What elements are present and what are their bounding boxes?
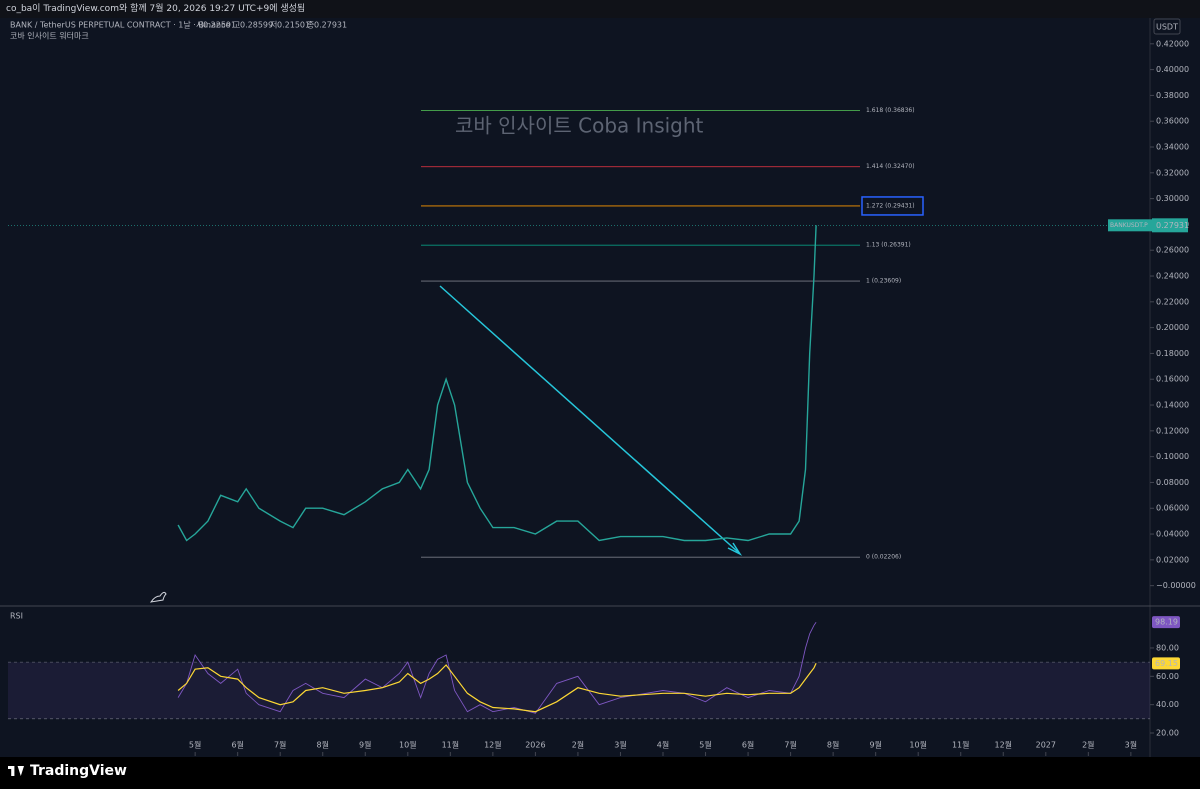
ohlc-value: 0.27931 — [314, 21, 347, 30]
fib-label: 1 (0.23609) — [866, 278, 901, 285]
rsi-y-tick-label: 40.00 — [1156, 700, 1179, 709]
fib-label: 0 (0.02206) — [866, 554, 901, 561]
x-tick-label: 4월 — [657, 740, 669, 750]
x-tick-label: 6월 — [742, 740, 754, 750]
y-tick-label: 0.02000 — [1156, 555, 1189, 564]
y-tick-label: 0.16000 — [1156, 375, 1189, 384]
fib-label: 1.414 (0.32470) — [866, 163, 915, 170]
x-tick-label: 11월 — [952, 740, 970, 750]
rsi-value-tag: 98.19 — [1155, 618, 1178, 627]
ohlc-value: 0.22591 — [203, 21, 236, 30]
rsi-value-tag-bg — [1152, 657, 1180, 670]
rsi-y-tick-label: 80.00 — [1156, 643, 1179, 652]
symbol-tag-bg — [1108, 219, 1152, 232]
y-tick-label: 0.38000 — [1156, 91, 1189, 100]
x-tick-label: 9월 — [869, 740, 881, 750]
y-tick-label: −0.00000 — [1156, 581, 1196, 590]
y-tick-label: 0.30000 — [1156, 194, 1189, 203]
currency: USDT — [1156, 23, 1178, 32]
y-tick-label: 0.06000 — [1156, 504, 1189, 513]
rsi-value-tag-bg — [1152, 616, 1180, 629]
y-tick-label: 0.26000 — [1156, 246, 1189, 255]
fib-label: 1.13 (0.26391) — [866, 242, 911, 249]
x-tick-label: 8월 — [317, 740, 329, 750]
x-tick-label: 6월 — [231, 740, 243, 750]
x-tick-label: 3월 — [1125, 740, 1137, 750]
logo-mark — [8, 766, 24, 776]
rsi-line — [177, 621, 817, 714]
chart-title: BANK / TetherUS PERPETUAL CONTRACT · 1날 … — [10, 20, 231, 30]
ohlc-label: 고 — [233, 21, 240, 30]
x-tick-label: 11월 — [442, 740, 460, 750]
y-tick-label: 0.20000 — [1156, 323, 1189, 332]
x-tick-label: 9월 — [359, 740, 371, 750]
fib-highlight — [861, 196, 924, 216]
currency-button[interactable] — [1153, 18, 1181, 35]
rsi-y-tick-label: 20.00 — [1156, 729, 1179, 738]
rsi-band — [8, 662, 1150, 719]
ohlc-label: 종 — [307, 21, 314, 30]
background — [0, 18, 1200, 757]
ohlc-value: 0.21501 — [277, 21, 310, 30]
rsi-value-tag: 69.15 — [1155, 659, 1178, 668]
y-tick-label: 0.22000 — [1156, 297, 1189, 306]
x-tick-label: 8월 — [827, 740, 839, 750]
x-tick-label: 10월 — [399, 740, 417, 750]
y-tick-label: 0.14000 — [1156, 401, 1189, 410]
trend-arrow — [439, 285, 739, 553]
x-tick-label: 3월 — [614, 740, 626, 750]
rsi-y-tick-label: 60.00 — [1156, 672, 1179, 681]
chart: USDT BANK / TetherUS PERPETUAL CONTRACT … — [0, 18, 1200, 757]
y-tick-label: 0.08000 — [1156, 478, 1189, 487]
x-tick-label: 10월 — [909, 740, 927, 750]
dino-icon — [149, 591, 167, 603]
price-tag-bg — [1152, 218, 1188, 233]
x-tick-label: 2026 — [525, 741, 545, 750]
rsi-title: RSI — [10, 612, 23, 621]
caption: co_ba이 TradingView.com와 함께 7월 20, 2026 1… — [6, 4, 306, 14]
x-tick-label: 7월 — [784, 740, 796, 750]
x-tick-label: 5월 — [189, 740, 201, 750]
y-tick-label: 0.42000 — [1156, 39, 1189, 48]
x-tick-label: 2월 — [1082, 740, 1094, 750]
fib-label: 1.618 (0.36836) — [866, 107, 915, 114]
y-tick-label: 0.18000 — [1156, 349, 1189, 358]
subtitle: 코바 인사이트 워터마크 — [10, 31, 89, 41]
footer: TradingView — [0, 757, 1200, 789]
x-tick-label: 2027 — [1036, 741, 1056, 750]
x-tick-label: 12월 — [994, 740, 1012, 750]
watermark: 코바 인사이트 Coba Insight — [455, 114, 704, 138]
rsi-line — [177, 663, 817, 713]
price-line — [177, 225, 817, 542]
ohlc-label: 저 — [270, 21, 277, 30]
x-tick-label: 5월 — [699, 740, 711, 750]
y-tick-label: 0.32000 — [1156, 168, 1189, 177]
y-tick-label: 0.24000 — [1156, 272, 1189, 281]
x-tick-label: 2월 — [572, 740, 584, 750]
y-tick-label: 0.36000 — [1156, 117, 1189, 126]
ohlc-label: 시 — [196, 21, 203, 30]
y-tick-label: 0.10000 — [1156, 452, 1189, 461]
caption-bar: co_ba이 TradingView.com와 함께 7월 20, 2026 1… — [0, 0, 1200, 18]
symbol-tag: BANKUSDT.P — [1110, 222, 1148, 229]
logo: TradingView — [30, 763, 127, 779]
arrow-head — [727, 542, 743, 556]
price-tag: 0.27931 — [1156, 221, 1189, 230]
y-tick-label: 0.04000 — [1156, 530, 1189, 539]
y-tick-label: 0.34000 — [1156, 143, 1189, 152]
ohlc-value: 0.28599 — [240, 21, 273, 30]
x-tick-label: 12월 — [484, 740, 502, 750]
x-tick-label: 7월 — [274, 740, 286, 750]
fib-label: 1.272 (0.29431) — [866, 202, 915, 209]
y-tick-label: 0.40000 — [1156, 65, 1189, 74]
y-tick-label: 0.12000 — [1156, 426, 1189, 435]
